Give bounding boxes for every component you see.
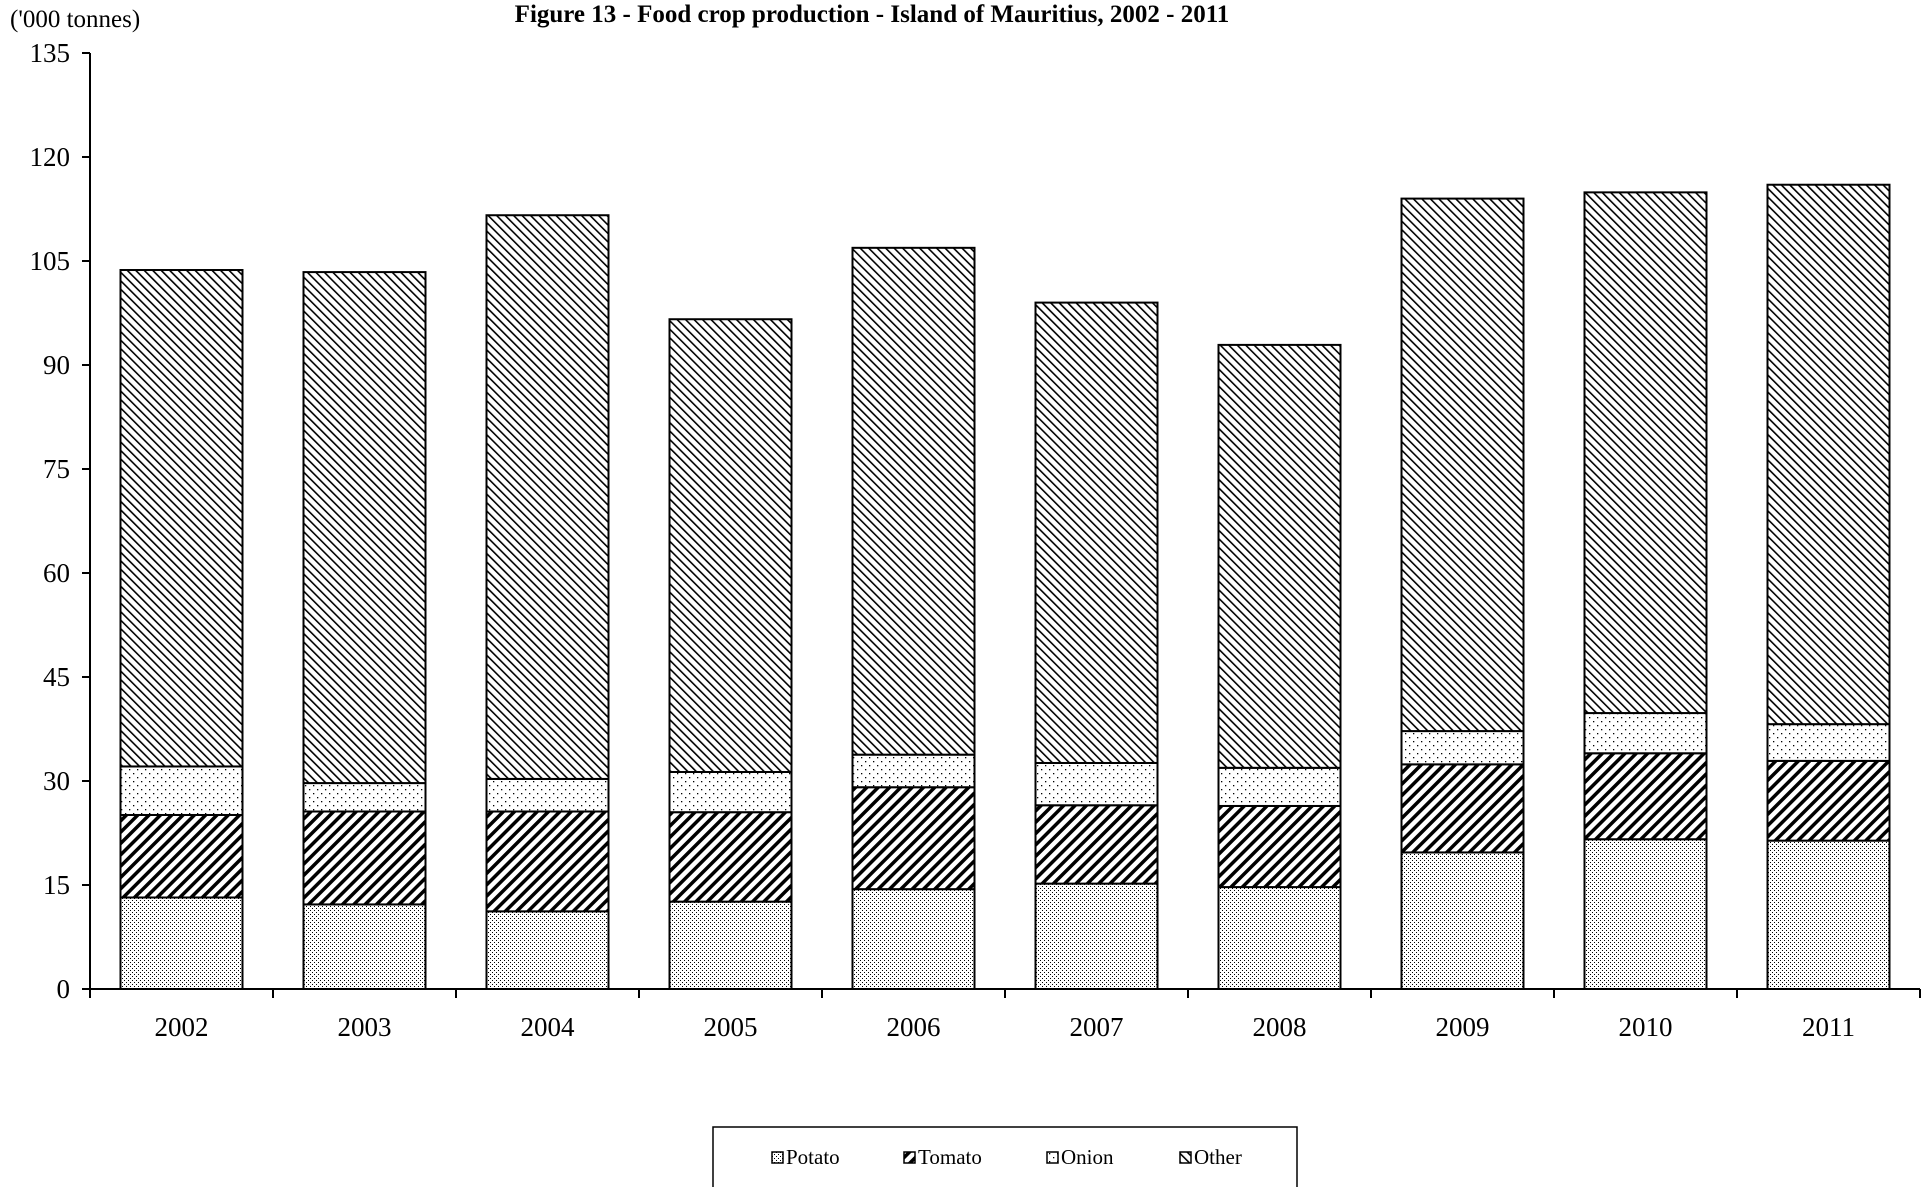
legend-item-tomato: Tomato <box>903 1145 982 1169</box>
bar-onion-2007 <box>1034 761 1159 807</box>
bar-onion-2011 <box>1766 723 1891 762</box>
y-tick-label: 0 <box>57 974 71 1004</box>
bar-group-2005 <box>668 318 793 991</box>
bar-other-2008 <box>1217 343 1342 769</box>
legend: Potato Tomato Onion Other <box>712 1126 1298 1187</box>
bar-potato-2011 <box>1766 839 1891 990</box>
bar-onion-2010 <box>1583 712 1708 755</box>
bar-other-2002 <box>119 269 244 768</box>
y-tick-label: 15 <box>43 870 70 900</box>
bar-potato-2008 <box>1217 886 1342 991</box>
tick-labels-layer: 0 15 30 45 60 75 90 105 120 135 2002 2003 2004 2005 20… <box>30 38 1856 1042</box>
bar-tomato-2004 <box>485 810 610 913</box>
bar-potato-2010 <box>1583 838 1708 990</box>
x-tick-label: 2002 <box>155 1012 209 1042</box>
bar-potato-2003 <box>302 903 427 990</box>
bar-potato-2002 <box>119 896 244 990</box>
y-tick-label: 75 <box>43 454 70 484</box>
legend-swatch <box>903 1151 916 1164</box>
bar-onion-2005 <box>668 770 793 814</box>
bar-potato-2006 <box>851 888 976 990</box>
bar-tomato-2005 <box>668 811 793 903</box>
bar-tomato-2006 <box>851 786 976 891</box>
bar-tomato-2003 <box>302 810 427 906</box>
y-tick-label: 120 <box>30 142 71 172</box>
y-tick-label: 135 <box>30 38 71 68</box>
bar-group-2004 <box>485 214 610 991</box>
bar-onion-2003 <box>302 782 427 813</box>
bar-other-2006 <box>851 246 976 756</box>
legend-swatch <box>1046 1151 1059 1164</box>
bar-group-2003 <box>302 271 427 990</box>
bar-onion-2009 <box>1400 730 1525 766</box>
legend-frame <box>712 1126 1298 1187</box>
bar-onion-2008 <box>1217 766 1342 807</box>
y-tick-label: 45 <box>43 662 70 692</box>
bar-other-2004 <box>485 214 610 780</box>
x-tick-label: 2006 <box>887 1012 941 1042</box>
x-tick-label: 2007 <box>1070 1012 1124 1042</box>
legend-label: Potato <box>786 1145 840 1169</box>
bars-layer <box>119 183 1891 991</box>
bar-onion-2006 <box>851 753 976 789</box>
legend-item-potato: Potato <box>771 1145 840 1169</box>
chart-title: Figure 13 - Food crop production - Islan… <box>515 1 1230 28</box>
x-tick-label: 2010 <box>1619 1012 1673 1042</box>
bar-other-2003 <box>302 271 427 785</box>
bar-tomato-2008 <box>1217 804 1342 889</box>
legend-label: Tomato <box>918 1145 982 1169</box>
legend-label: Onion <box>1061 1145 1114 1169</box>
x-tick-label: 2004 <box>521 1012 576 1042</box>
bar-group-2010 <box>1583 191 1708 990</box>
legend-item-onion: Onion <box>1046 1145 1114 1169</box>
bar-potato-2009 <box>1400 851 1525 990</box>
bar-potato-2005 <box>668 900 793 991</box>
x-tick-label: 2011 <box>1802 1012 1855 1042</box>
bar-group-2008 <box>1217 343 1342 991</box>
bar-other-2009 <box>1400 197 1525 733</box>
bar-group-2011 <box>1766 183 1891 990</box>
bar-other-2011 <box>1766 183 1891 726</box>
x-tick-label: 2009 <box>1436 1012 1490 1042</box>
bar-other-2010 <box>1583 191 1708 715</box>
bar-group-2007 <box>1034 301 1159 991</box>
bar-tomato-2011 <box>1766 759 1891 842</box>
x-tick-label: 2005 <box>704 1012 758 1042</box>
y-axis-unit-label: ('000 tonnes) <box>10 6 140 33</box>
bar-group-2009 <box>1400 197 1525 990</box>
bar-onion-2002 <box>119 765 244 816</box>
bar-tomato-2010 <box>1583 752 1708 841</box>
legend-label: Other <box>1194 1145 1242 1169</box>
bar-other-2007 <box>1034 301 1159 764</box>
y-tick-label: 60 <box>43 558 70 588</box>
bar-group-2002 <box>119 269 244 990</box>
bar-tomato-2007 <box>1034 804 1159 885</box>
bar-tomato-2009 <box>1400 763 1525 854</box>
x-tick-label: 2008 <box>1253 1012 1307 1042</box>
axes-layer <box>82 52 1921 998</box>
bar-other-2005 <box>668 318 793 773</box>
bar-potato-2004 <box>485 910 610 991</box>
bar-tomato-2002 <box>119 813 244 899</box>
x-tick-label: 2003 <box>338 1012 392 1042</box>
bar-group-2006 <box>851 246 976 990</box>
legend-item-other: Other <box>1179 1145 1242 1169</box>
y-tick-label: 30 <box>43 766 70 796</box>
y-tick-label: 90 <box>43 350 70 380</box>
y-tick-label: 105 <box>30 246 71 276</box>
legend-swatch <box>771 1151 784 1164</box>
bar-onion-2004 <box>485 777 610 813</box>
bar-potato-2007 <box>1034 882 1159 991</box>
legend-swatch <box>1179 1151 1192 1164</box>
